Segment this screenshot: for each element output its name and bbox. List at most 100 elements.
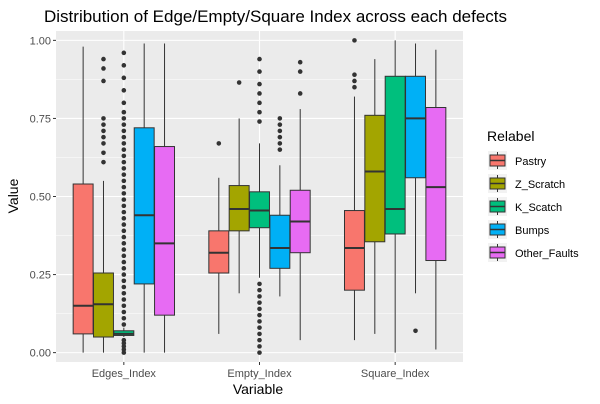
box-Pastry-Edges_Index <box>72 46 94 353</box>
outlier-point <box>257 306 262 312</box>
outlier-point <box>257 69 262 74</box>
outlier-point <box>101 56 106 62</box>
outlier-point <box>121 191 127 196</box>
outlier-point <box>121 197 127 202</box>
legend-title: Relabel <box>487 128 534 144</box>
outlier-point <box>277 116 283 121</box>
outlier-point <box>121 109 127 115</box>
box-body <box>343 210 365 291</box>
outlier-point <box>121 259 127 265</box>
outlier-point <box>121 272 127 277</box>
y-tick-label: 1.00 <box>30 35 51 47</box>
outlier-point <box>257 100 262 106</box>
outlier-point <box>121 159 127 165</box>
legend-label: Z_Scratch <box>515 179 565 191</box>
outlier-point <box>121 147 127 152</box>
outlier-point <box>101 159 106 165</box>
outlier-point <box>257 81 262 87</box>
outlier-point <box>121 122 127 127</box>
legend-entry-K_Scatch: K_Scatch <box>488 197 562 216</box>
outlier-point <box>352 72 357 78</box>
outlier-point <box>121 228 127 234</box>
outlier-point <box>257 119 262 124</box>
outlier-point <box>257 281 262 287</box>
outlier-point <box>413 328 418 334</box>
box-Z_Scratch-Square_Index <box>364 59 386 334</box>
box-K_Scatch-Square_Index <box>384 40 406 353</box>
outlier-point <box>101 141 106 146</box>
box-Bumps-Empty_Index <box>269 116 291 297</box>
outlier-point <box>121 116 127 121</box>
plot-area <box>56 31 463 362</box>
outlier-point <box>121 266 127 271</box>
outlier-point <box>257 56 262 62</box>
box-K_Scatch-Empty_Index <box>249 56 270 355</box>
outlier-point <box>257 294 262 299</box>
x-tick-label: Square_Index <box>361 368 430 380</box>
x-axis-title: Variable <box>233 381 284 397</box>
chart-title: Distribution of Edge/Empty/Square Index … <box>44 7 507 26</box>
legend-entry-Pastry: Pastry <box>488 151 547 170</box>
outlier-point <box>297 59 303 65</box>
outlier-point <box>121 247 127 252</box>
outlier-point <box>121 184 127 190</box>
outlier-point <box>121 88 127 93</box>
outlier-point <box>121 303 127 309</box>
outlier-point <box>352 38 357 43</box>
outlier-point <box>121 134 127 140</box>
outlier-point <box>121 172 127 177</box>
outlier-point <box>121 75 127 81</box>
legend-entry-Bumps: Bumps <box>488 220 550 239</box>
outlier-point <box>101 150 106 156</box>
box-Other_Faults-Square_Index <box>425 49 447 350</box>
y-tick-label: 0.25 <box>30 270 51 282</box>
legend-entry-Z_Scratch: Z_Scratch <box>488 174 565 193</box>
x-tick-label: Edges_Index <box>92 368 157 380</box>
axes: 0.00 0.25 0.50 0.75 1.00 Edges_Index Empty_Ind… <box>30 35 430 380</box>
outlier-point <box>257 331 262 337</box>
legend-label: K_Scatch <box>515 202 562 214</box>
y-tick-label: 0.50 <box>30 192 51 204</box>
box-body <box>72 183 94 335</box>
outlier-point <box>121 63 127 68</box>
outlier-point <box>121 50 127 56</box>
outlier-point <box>277 128 283 134</box>
box-Other_Faults-Empty_Index <box>289 59 311 341</box>
outlier-point <box>121 291 127 296</box>
legend-entry-Other_Faults: Other_Faults <box>488 243 579 262</box>
outlier-point <box>257 287 262 293</box>
box-Pastry-Square_Index <box>343 38 365 341</box>
outlier-point <box>277 134 283 140</box>
y-tick-label: 0.00 <box>30 348 51 360</box>
outlier-point <box>121 222 127 227</box>
box-K_Scatch-Edges_Index <box>113 50 135 355</box>
outlier-point <box>277 147 283 152</box>
outlier-point <box>121 203 127 209</box>
outlier-point <box>277 141 283 146</box>
box-Z_Scratch-Edges_Index <box>93 56 114 353</box>
box-body <box>384 75 406 235</box>
outlier-point <box>101 128 106 134</box>
outlier-point <box>121 309 127 315</box>
outlier-point <box>121 178 127 184</box>
outlier-point <box>121 128 127 134</box>
y-axis-title: Value <box>5 178 21 213</box>
outlier-point <box>121 141 127 146</box>
outlier-point <box>236 80 242 85</box>
outlier-point <box>121 284 127 290</box>
legend: Relabel Pastry Z_Scratch K_Scatch Bumps Othe… <box>487 128 579 262</box>
box-body <box>154 146 176 316</box>
y-tick-label: 0.75 <box>30 113 51 125</box>
outlier-point <box>121 100 127 106</box>
outlier-point <box>101 134 106 140</box>
outlier-point <box>216 141 222 146</box>
outlier-point <box>101 122 106 127</box>
outlier-point <box>121 322 127 327</box>
legend-label: Pastry <box>515 156 547 168</box>
outlier-point <box>257 300 262 305</box>
outlier-point <box>121 278 127 284</box>
outlier-point <box>101 116 106 121</box>
outlier-point <box>121 337 127 343</box>
x-tick-label: Empty_Index <box>227 368 292 380</box>
